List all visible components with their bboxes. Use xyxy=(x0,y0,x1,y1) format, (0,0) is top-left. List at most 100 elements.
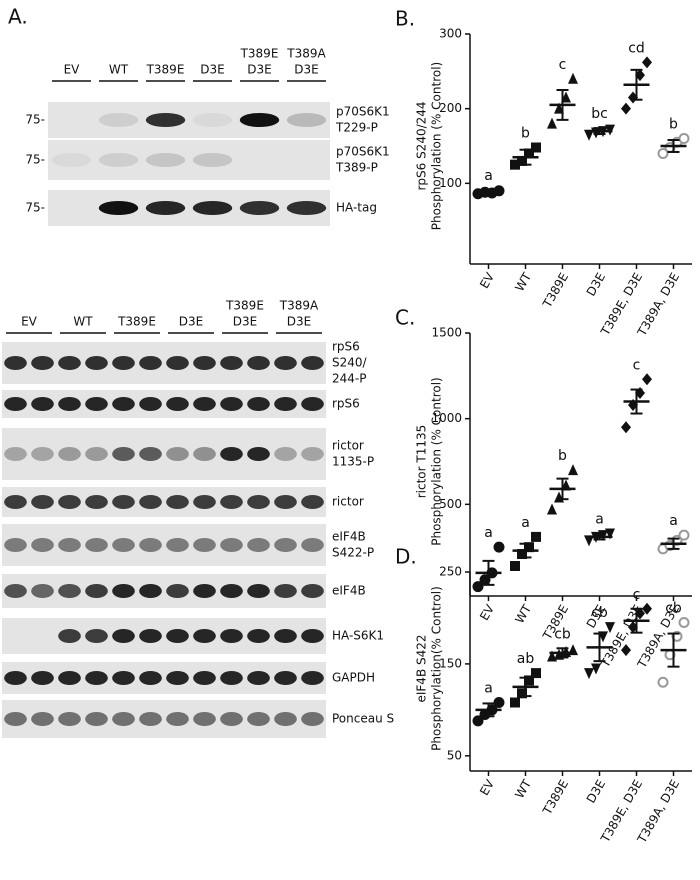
band xyxy=(220,671,243,685)
blot-label: S240/ xyxy=(332,356,368,370)
band xyxy=(274,629,297,643)
band xyxy=(139,671,162,685)
band xyxy=(58,538,81,552)
data-point xyxy=(584,129,594,141)
band xyxy=(192,201,233,215)
data-point xyxy=(510,697,520,708)
band xyxy=(274,584,297,598)
data-point xyxy=(547,117,557,129)
data-point xyxy=(621,421,631,434)
band xyxy=(112,671,135,685)
band xyxy=(31,495,54,509)
band xyxy=(112,712,135,726)
band xyxy=(274,397,297,411)
significance-letter: b xyxy=(558,448,567,464)
significance-letter: cb xyxy=(665,601,682,617)
band xyxy=(4,356,27,370)
band xyxy=(301,397,324,411)
band xyxy=(193,671,216,685)
blot-strip xyxy=(2,428,326,480)
band xyxy=(286,201,327,215)
blot-label: HA-tag xyxy=(336,201,377,215)
data-point xyxy=(642,56,652,69)
band xyxy=(301,712,324,726)
band xyxy=(301,538,324,552)
data-point xyxy=(493,697,505,709)
band xyxy=(31,397,54,411)
lane-label: D3E xyxy=(179,315,203,329)
lane-label: WT xyxy=(109,63,129,77)
band xyxy=(145,201,186,215)
band xyxy=(166,397,189,411)
significance-letter: ab xyxy=(517,651,535,667)
band xyxy=(98,201,139,215)
x-tick-label: WT xyxy=(512,777,534,801)
blot-strip xyxy=(2,618,326,654)
data-point xyxy=(493,541,505,553)
band xyxy=(112,397,135,411)
band xyxy=(247,629,270,643)
x-tick-label: D3E xyxy=(584,270,608,298)
band xyxy=(193,397,216,411)
band xyxy=(220,356,243,370)
significance-letter: a xyxy=(595,511,604,527)
band xyxy=(139,447,162,461)
band xyxy=(58,397,81,411)
band xyxy=(220,538,243,552)
data-point xyxy=(584,668,594,680)
y-axis-label: rictor T1135 xyxy=(415,425,429,499)
band xyxy=(31,447,54,461)
lane-label: EV xyxy=(64,63,81,77)
data-point xyxy=(531,142,541,153)
band xyxy=(139,495,162,509)
band xyxy=(31,671,54,685)
lane-label: D3E xyxy=(200,63,224,77)
band xyxy=(58,495,81,509)
band xyxy=(220,629,243,643)
band xyxy=(145,153,186,167)
blot-label: HA-S6K1 xyxy=(332,629,384,643)
y-axis-label: Phosphorylation (% Control) xyxy=(430,377,444,545)
data-point xyxy=(642,602,652,615)
band xyxy=(301,584,324,598)
band xyxy=(193,629,216,643)
significance-letter: c xyxy=(633,357,641,373)
band xyxy=(274,712,297,726)
band xyxy=(247,447,270,461)
band xyxy=(193,712,216,726)
band xyxy=(166,356,189,370)
band xyxy=(4,495,27,509)
significance-letter: a xyxy=(484,168,493,184)
band xyxy=(58,671,81,685)
band xyxy=(220,495,243,509)
blot-label: T389-P xyxy=(335,161,378,175)
band xyxy=(247,397,270,411)
band xyxy=(85,671,108,685)
significance-letter: bc xyxy=(591,106,608,122)
x-tick-label: D3E xyxy=(584,777,608,805)
band xyxy=(193,447,216,461)
band xyxy=(301,356,324,370)
significance-letter: a xyxy=(484,525,493,541)
significance-letter: a xyxy=(484,681,493,697)
blot-strip xyxy=(2,524,326,566)
band xyxy=(220,447,243,461)
band xyxy=(31,584,54,598)
band xyxy=(98,153,139,167)
band xyxy=(247,671,270,685)
lane-label: D3E xyxy=(287,315,311,329)
data-point xyxy=(493,185,505,197)
band xyxy=(301,495,324,509)
data-point xyxy=(678,617,690,629)
y-axis-label: eIF4B S422 xyxy=(415,634,429,702)
blot-label: rictor xyxy=(332,439,364,453)
blot-label: rpS6 xyxy=(332,397,360,411)
band xyxy=(145,113,186,127)
panel-label: A. xyxy=(8,5,28,29)
band xyxy=(193,495,216,509)
blot-label: eIF4B xyxy=(332,584,366,598)
data-point xyxy=(568,464,578,476)
lane-label: T389E xyxy=(146,63,185,77)
y-tick-label: 150 xyxy=(439,656,462,670)
